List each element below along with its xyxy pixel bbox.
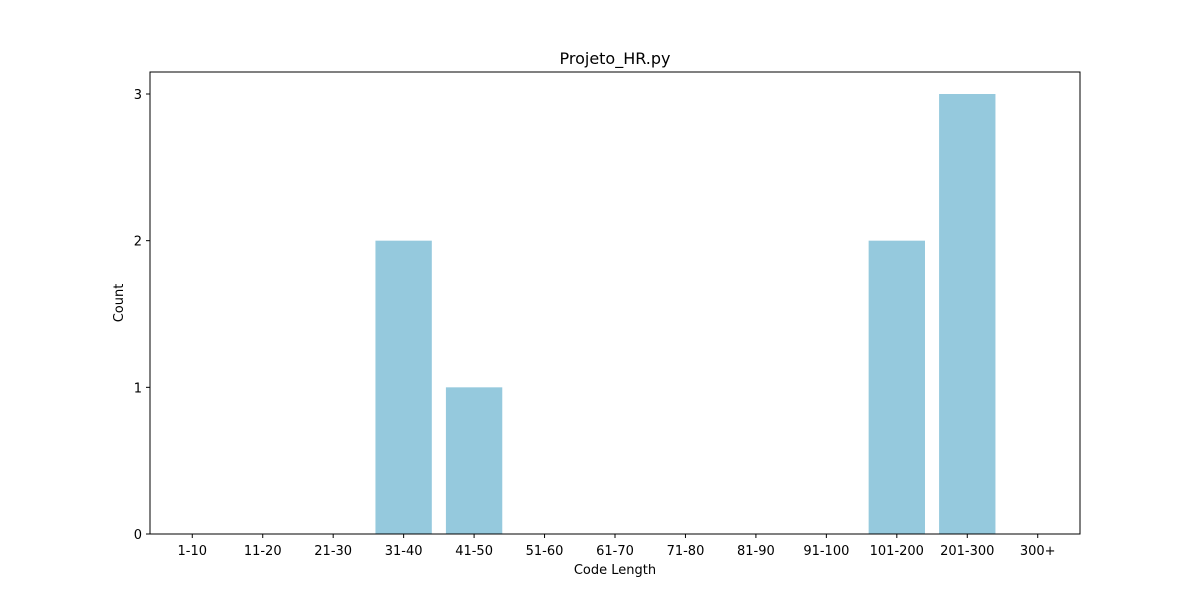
y-tick-label: 3: [134, 88, 142, 103]
y-tick-label: 0: [134, 528, 142, 543]
x-tick-label: 31-40: [385, 544, 423, 559]
chart-title: Projeto_HR.py: [559, 49, 670, 69]
y-tick-label: 2: [134, 235, 142, 250]
x-tick-label: 81-90: [737, 544, 775, 559]
bar-201-300: [939, 94, 996, 534]
x-tick-label: 71-80: [667, 544, 705, 559]
x-tick-label: 1-10: [178, 544, 208, 559]
bar-101-200: [868, 240, 925, 535]
x-axis-ticks: 1-10 11-20 21-30 31-40 41-50 51-60 61-70 71-80 8…: [178, 534, 1056, 559]
bars-group: [375, 94, 996, 535]
x-tick-label: 11-20: [244, 544, 282, 559]
y-tick-label: 1: [134, 381, 142, 396]
bar-31-40: [375, 240, 432, 535]
x-tick-label: 51-60: [526, 544, 564, 559]
x-tick-label: 61-70: [596, 544, 634, 559]
x-tick-label: 201-300: [940, 544, 994, 559]
x-axis-label: Code Length: [574, 563, 656, 578]
x-tick-label: 41-50: [455, 544, 493, 559]
x-tick-label: 300+: [1020, 544, 1056, 559]
y-axis-label: Count: [112, 284, 127, 323]
x-tick-label: 21-30: [314, 544, 352, 559]
x-tick-label: 91-100: [803, 544, 849, 559]
x-tick-label: 101-200: [870, 544, 924, 559]
y-axis-ticks: 0 1 2 3: [134, 88, 150, 543]
bar-41-50: [445, 387, 503, 534]
